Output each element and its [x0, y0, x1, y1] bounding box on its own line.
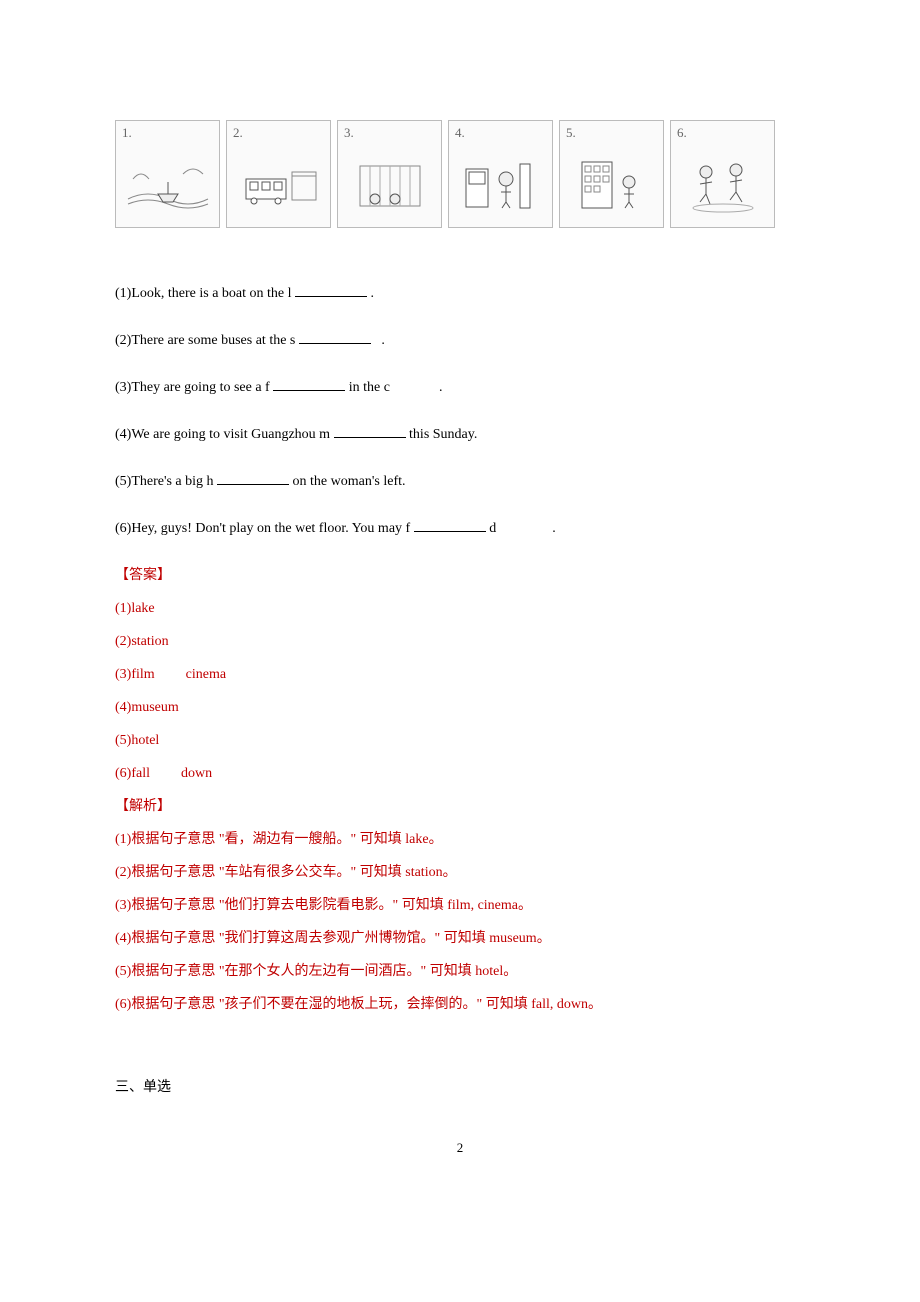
question-3: (3)They are going to see a f in the c .	[115, 377, 805, 398]
q6-end: .	[552, 521, 556, 536]
picture-cell-5: 5.	[559, 120, 664, 228]
blank-q5	[217, 471, 289, 485]
blank-q6a	[414, 518, 486, 532]
question-5: (5)There's a big h on the woman's left.	[115, 471, 805, 492]
q2-end: .	[381, 333, 385, 348]
answer-3: (3)film cinema	[115, 664, 805, 685]
blank-q4	[334, 424, 406, 438]
picture-cell-1: 1.	[115, 120, 220, 228]
questions-block: (1)Look, there is a boat on the l . (2)T…	[115, 283, 805, 539]
explain-3: (3)根据句子意思 "他们打算去电影院看电影。" 可知填 film, cinem…	[115, 895, 805, 916]
explain-1: (1)根据句子意思 "看，湖边有一艘船。" 可知填 lake。	[115, 829, 805, 850]
sketch-cinema	[340, 143, 439, 226]
sketch-bus-station	[229, 143, 328, 226]
picture-num-3: 3.	[344, 123, 354, 143]
explain-list: (1)根据句子意思 "看，湖边有一艘船。" 可知填 lake。 (2)根据句子意…	[115, 829, 805, 1015]
blank-q3a	[273, 377, 345, 391]
explain-5: (5)根据句子意思 "在那个女人的左边有一间酒店。" 可知填 hotel。	[115, 961, 805, 982]
q5b-text: on the woman's left.	[293, 474, 406, 489]
q4b-text: this Sunday.	[409, 427, 477, 442]
q1-text: (1)Look, there is a boat on the l	[115, 286, 292, 301]
blank-q1	[295, 283, 367, 297]
q3-end: .	[439, 380, 443, 395]
picture-num-5: 5.	[566, 123, 576, 143]
picture-cell-3: 3.	[337, 120, 442, 228]
q3b-text: in the c	[349, 380, 390, 395]
picture-cell-2: 2.	[226, 120, 331, 228]
picture-num-6: 6.	[677, 123, 687, 143]
picture-num-1: 1.	[122, 123, 132, 143]
sketch-boat-lake	[118, 143, 217, 226]
picture-cell-6: 6.	[670, 120, 775, 228]
sketch-kids-play	[673, 143, 772, 226]
answer-5: (5)hotel	[115, 730, 805, 751]
answer-4: (4)museum	[115, 697, 805, 718]
picture-num-2: 2.	[233, 123, 243, 143]
picture-row: 1. 2.	[115, 120, 805, 228]
answer-header: 【答案】	[115, 565, 805, 586]
answer-list: (1)lake (2)station (3)film cinema (4)mus…	[115, 598, 805, 784]
picture-cell-4: 4.	[448, 120, 553, 228]
q3a-text: (3)They are going to see a f	[115, 380, 270, 395]
question-6: (6)Hey, guys! Don't play on the wet floo…	[115, 518, 805, 539]
explain-4: (4)根据句子意思 "我们打算这周去参观广州博物馆。" 可知填 museum。	[115, 928, 805, 949]
answer-1: (1)lake	[115, 598, 805, 619]
explain-2: (2)根据句子意思 "车站有很多公交车。" 可知填 station。	[115, 862, 805, 883]
section-title: 三、单选	[115, 1077, 805, 1098]
answer-6: (6)fall down	[115, 763, 805, 784]
answer-6a: (6)fall	[115, 766, 150, 781]
answer-3b: cinema	[186, 667, 226, 682]
sketch-hotel	[562, 143, 661, 226]
picture-num-4: 4.	[455, 123, 465, 143]
page-number: 2	[115, 1138, 805, 1158]
question-4: (4)We are going to visit Guangzhou m thi…	[115, 424, 805, 445]
q6a-text: (6)Hey, guys! Don't play on the wet floo…	[115, 521, 410, 536]
explain-6: (6)根据句子意思 "孩子们不要在湿的地板上玩，会摔倒的。" 可知填 fall,…	[115, 994, 805, 1015]
question-2: (2)There are some buses at the s .	[115, 330, 805, 351]
q5a-text: (5)There's a big h	[115, 474, 214, 489]
q2-text: (2)There are some buses at the s	[115, 333, 295, 348]
q4a-text: (4)We are going to visit Guangzhou m	[115, 427, 330, 442]
q1-end: .	[371, 286, 375, 301]
q6b-text: d	[489, 521, 496, 536]
blank-q2	[299, 330, 371, 344]
sketch-museum	[451, 143, 550, 226]
spacer	[115, 1027, 805, 1077]
answer-3a: (3)film	[115, 667, 155, 682]
answer-6b: down	[181, 766, 212, 781]
question-1: (1)Look, there is a boat on the l .	[115, 283, 805, 304]
explain-header: 【解析】	[115, 796, 805, 817]
answer-2: (2)station	[115, 631, 805, 652]
